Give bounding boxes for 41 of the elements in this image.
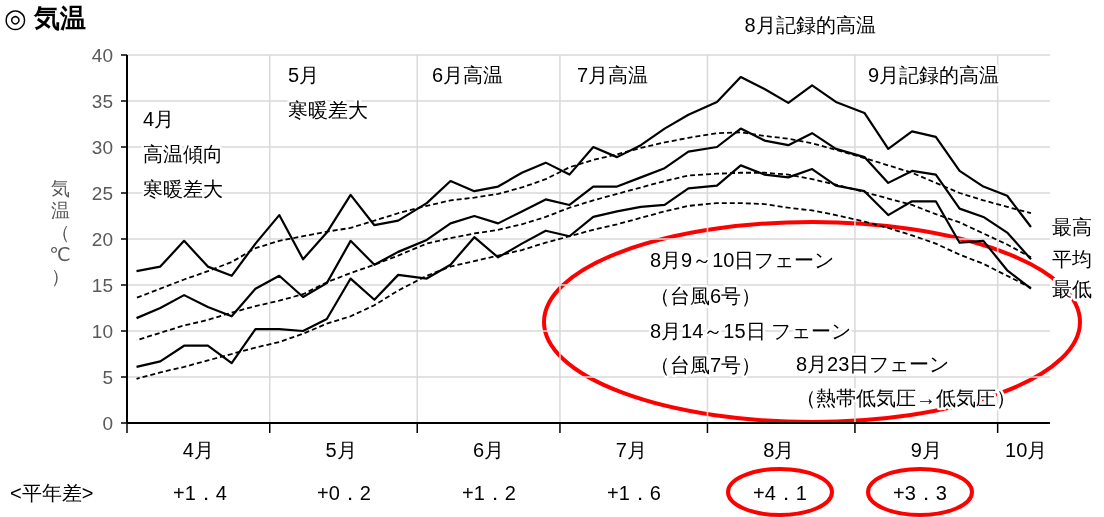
text: +1．4 [173, 482, 227, 504]
text: +0．2 [317, 482, 371, 504]
y-tick-label: 5 [102, 367, 113, 388]
y-tick-label: 35 [91, 91, 113, 112]
annotation: 寒暖差大 [288, 99, 368, 121]
annotation: 8月9～10日フェーン [650, 249, 835, 271]
text: 8月記録的高温 [744, 14, 876, 36]
x-tick-label: 10月 [1005, 439, 1048, 461]
y-axis-title: 気温（℃） [49, 178, 71, 287]
x-tick-label: 8月 [763, 439, 795, 461]
chart-title: ◎ 気温 [4, 3, 86, 33]
text: +1．6 [607, 482, 661, 504]
y-tick-label: 0 [102, 413, 113, 434]
text: +3．3 [893, 482, 947, 504]
annotation: 4月 [143, 108, 175, 130]
annotation: 7月高温 [577, 64, 649, 86]
y-tick-label: 40 [91, 45, 113, 66]
x-tick-label: 9月 [910, 439, 942, 461]
y-tick-label: 20 [91, 229, 113, 250]
text: +1．2 [462, 482, 516, 504]
x-tick-label: 5月 [325, 439, 357, 461]
annotation: （台風7号） [650, 354, 762, 376]
x-tick-label: 6月 [473, 439, 505, 461]
text: <平年差> [10, 482, 94, 504]
series-label: 平均 [1052, 248, 1092, 271]
annotation: 高温傾向 [143, 143, 223, 165]
y-tick-label: 15 [91, 275, 113, 296]
annotation: 8月14～15日 フェーン [650, 320, 852, 342]
annotation: 5月 [288, 64, 320, 86]
x-tick-label: 7月 [615, 439, 647, 461]
annotation: 9月記録的高温 [868, 64, 1000, 86]
x-tick-label: 4月 [182, 439, 214, 461]
y-tick-label: 10 [91, 321, 113, 342]
text: +4．1 [753, 482, 807, 504]
annotation: 8月23日フェーン [796, 353, 950, 375]
annotation: 寒暖差大 [143, 178, 223, 200]
y-tick-label: 25 [91, 183, 113, 204]
annotation: （台風6号） [650, 285, 762, 307]
annotation: 6月高温 [432, 64, 504, 86]
y-tick-label: 30 [91, 137, 113, 158]
series-label: 最高 [1052, 216, 1092, 239]
